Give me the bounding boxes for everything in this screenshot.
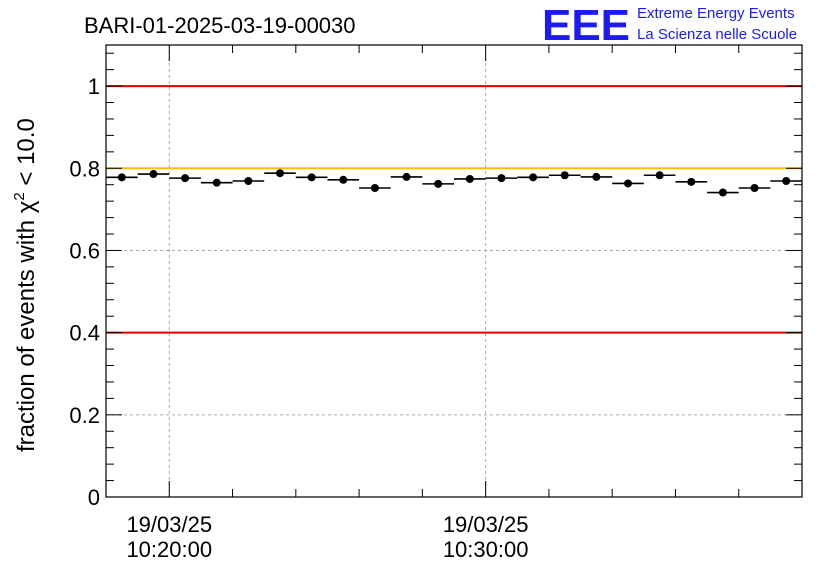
y-tick-label-0: 0 — [88, 485, 100, 510]
data-point — [750, 183, 759, 192]
data-point — [782, 177, 791, 186]
reference-lines — [106, 85, 802, 334]
data-point — [307, 173, 316, 182]
data-point — [276, 169, 284, 178]
data-point — [434, 179, 443, 188]
x-tick-label-date-1: 19/03/25 — [443, 512, 529, 537]
y-tick-label-3: 0.6 — [69, 238, 100, 263]
chart-title: BARI-01-2025-03-19-00030 — [84, 13, 356, 38]
data-point — [181, 174, 190, 183]
data-point — [212, 178, 221, 187]
y-axis-label-prefix: fraction of events with — [13, 213, 40, 452]
data-point — [339, 175, 348, 184]
data-point — [370, 183, 379, 192]
logo-line-2: La Scienza nelle Scuole — [637, 26, 797, 43]
data-point — [592, 172, 601, 181]
y-tick-label-1: 0.2 — [69, 403, 100, 428]
y-axis-label: fraction of events with χ2 < 10.0 — [11, 118, 40, 452]
logo-line-1: Extreme Energy Events — [637, 5, 795, 22]
grid-lines — [106, 45, 802, 497]
data-point — [117, 173, 126, 182]
y-tick-label-4: 0.8 — [69, 156, 100, 181]
y-tick-labels: 0 0.2 0.4 0.6 0.8 1 — [69, 74, 100, 510]
data-point — [244, 177, 253, 186]
x-tick-label-time-0: 10:20:00 — [126, 537, 212, 562]
y-tick-label-2: 0.4 — [69, 321, 100, 346]
data-point — [655, 171, 664, 180]
data-point — [402, 172, 411, 181]
axis-ticks — [105, 45, 803, 498]
data-point — [529, 173, 538, 182]
y-axis-label-suffix: < 10.0 — [13, 118, 40, 192]
data-point — [149, 170, 158, 179]
data-point — [497, 174, 506, 183]
data-series — [106, 169, 802, 197]
x-tick-label-date-0: 19/03/25 — [126, 512, 212, 537]
data-point — [687, 177, 696, 186]
data-point — [624, 179, 632, 188]
data-point — [465, 174, 474, 183]
y-axis-label-exponent: 2 — [11, 192, 28, 200]
y-axis-label-symbol: χ — [13, 200, 40, 213]
x-tick-label-time-1: 10:30:00 — [443, 537, 529, 562]
data-point — [560, 171, 569, 180]
eee-logo-mark: EEE — [542, 1, 630, 50]
plot-frame — [105, 44, 803, 498]
y-tick-label-5: 1 — [88, 74, 100, 99]
eee-logo: EEE Extreme Energy Events La Scienza nel… — [542, 1, 797, 50]
data-point — [718, 188, 727, 197]
